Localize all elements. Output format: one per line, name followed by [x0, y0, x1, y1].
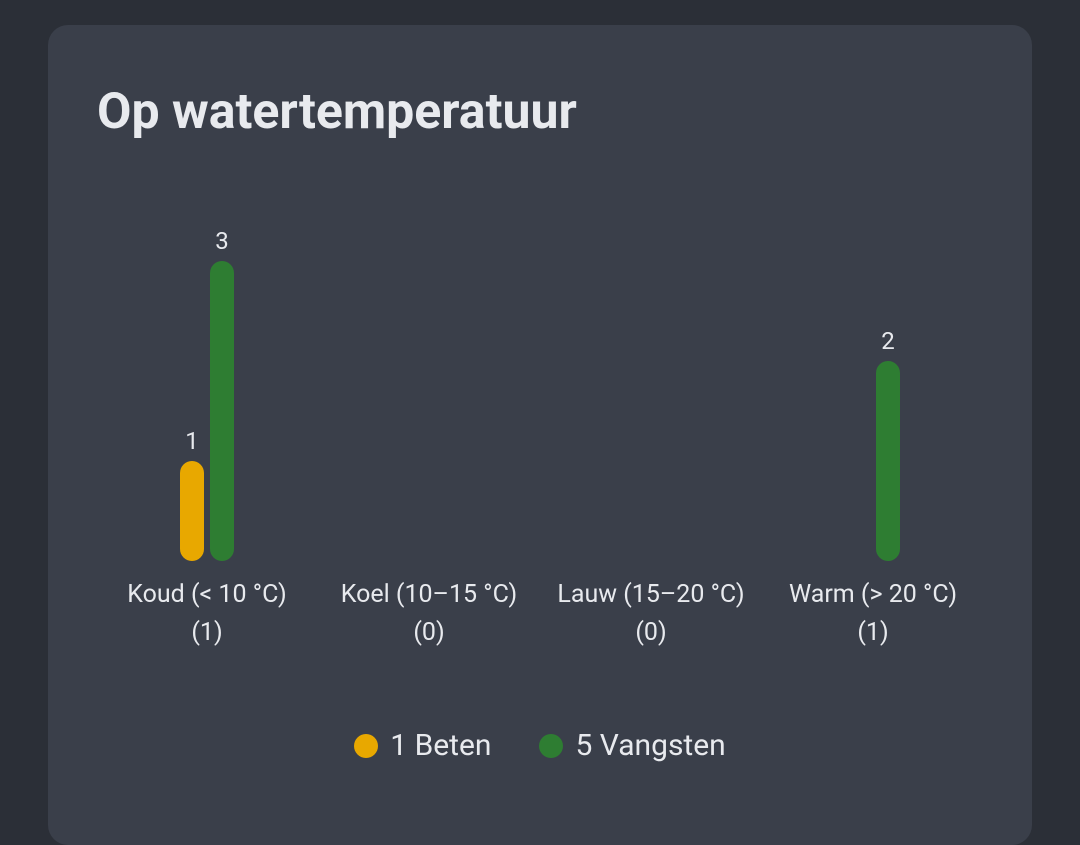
category-count: (0) — [413, 618, 445, 647]
category-count: (1) — [191, 618, 223, 647]
legend-label: 5 Vangsten — [575, 728, 726, 763]
legend-label: 1 Beten — [390, 728, 492, 763]
chart-title: Op watertemperatuur — [97, 83, 577, 141]
legend-marker — [354, 733, 379, 758]
legend-entry: 1 Beten — [354, 728, 491, 763]
category-name: Koud (< 10 °C) — [127, 580, 287, 609]
value-label: 3 — [215, 227, 229, 255]
x-tick-label: Lauw (15–20 °C) (0) — [543, 576, 759, 652]
value-label: 1 — [185, 427, 199, 455]
x-tick-label: Koud (< 10 °C) (1) — [99, 576, 315, 652]
category-count: (0) — [635, 618, 667, 647]
bar — [876, 361, 900, 561]
bar — [210, 261, 234, 561]
category-name: Koel (10–15 °C) — [340, 580, 518, 609]
x-tick-label: Warm (> 20 °C) (1) — [765, 576, 981, 652]
x-tick-label: Koel (10–15 °C) (0) — [321, 576, 537, 652]
category-name: Warm (> 20 °C) — [788, 580, 958, 609]
legend: 1 Beten 5 Vangsten — [0, 728, 1080, 763]
page: Op watertemperatuur 1 3 2 1 Beten 5 Vangste… — [0, 25, 1080, 845]
bar — [180, 461, 204, 561]
category-count: (1) — [857, 618, 889, 647]
value-label: 2 — [881, 327, 895, 355]
chart: 1 3 2 — [180, 227, 900, 561]
category-name: Lauw (15–20 °C) — [557, 580, 745, 609]
legend-entry: 5 Vangsten — [539, 728, 726, 763]
legend-marker — [539, 733, 564, 758]
